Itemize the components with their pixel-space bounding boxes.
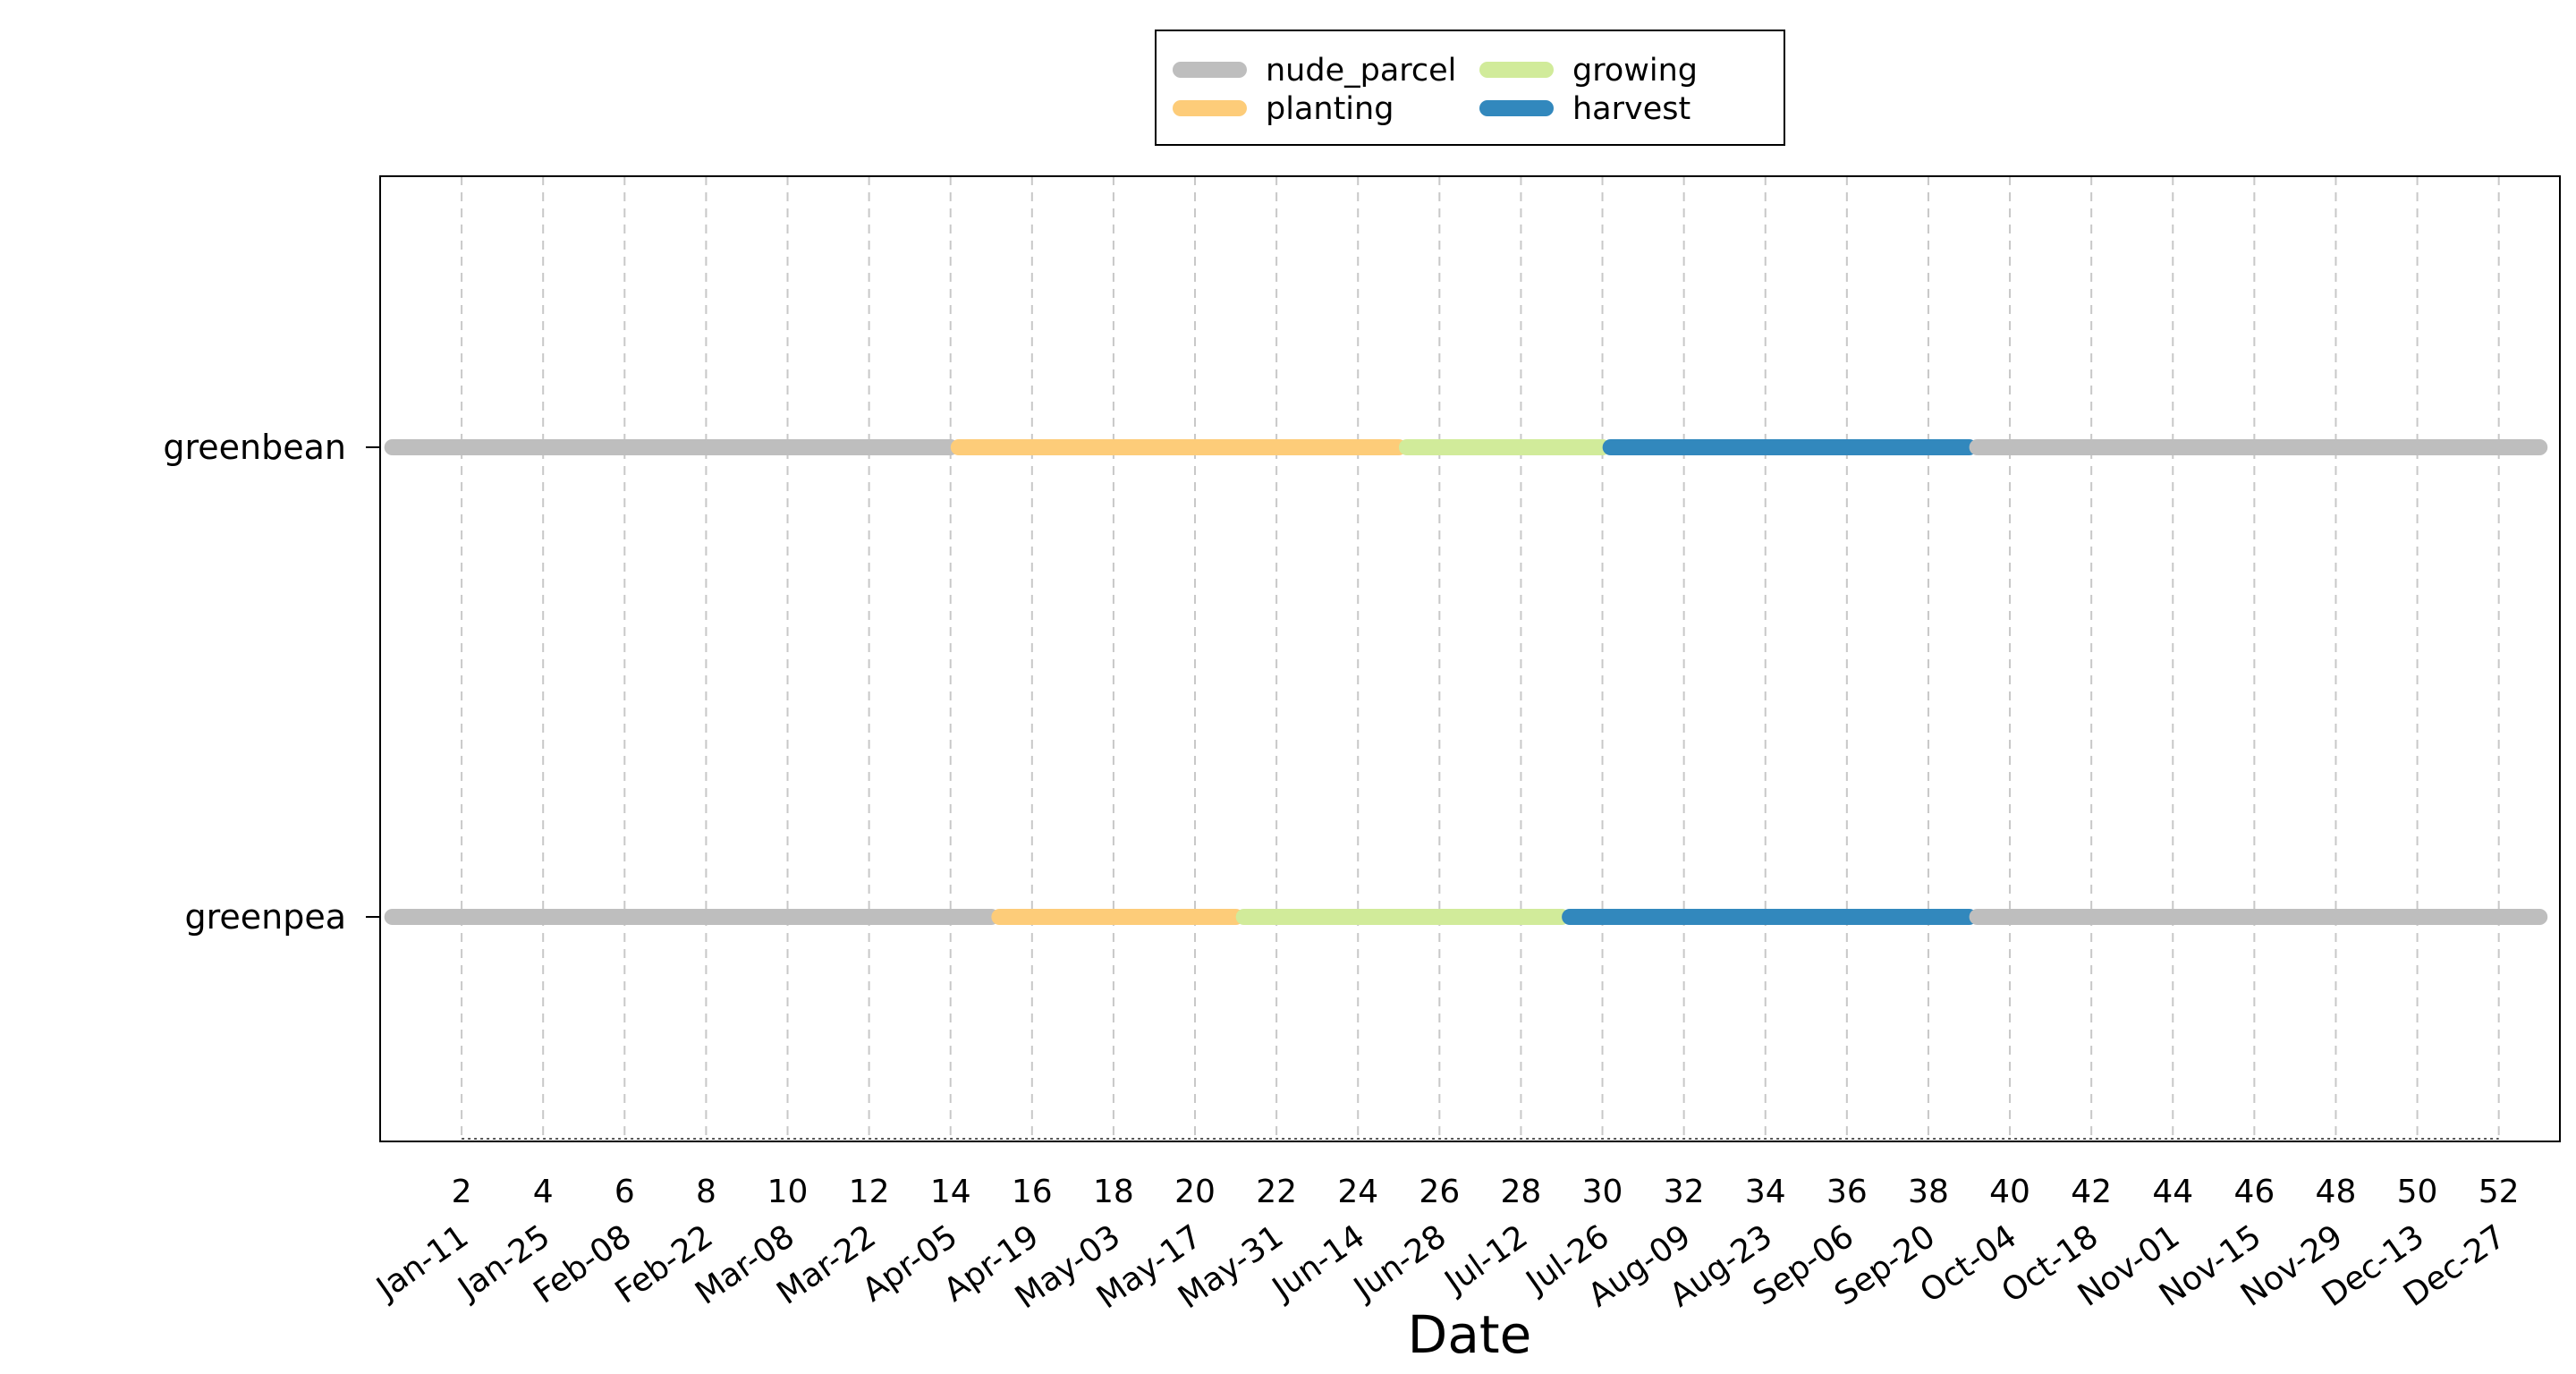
legend-label-planting: planting — [1266, 91, 1394, 127]
legend-label-growing: growing — [1572, 53, 1698, 89]
axes: 2Jan-114Jan-256Feb-088Feb-2210Mar-0812Ma… — [163, 428, 2519, 1316]
date-tick-label: Jul-12 — [1437, 1218, 1535, 1302]
x-tick-label: 4 — [533, 1174, 554, 1210]
x-tick-label: 20 — [1174, 1174, 1216, 1210]
x-tick-label: 42 — [2071, 1174, 2112, 1210]
date-tick-label: Jun-14 — [1265, 1218, 1371, 1309]
x-tick-label: 52 — [2479, 1174, 2520, 1210]
x-tick-label: 32 — [1664, 1174, 1705, 1210]
x-tick-label: 48 — [2316, 1174, 2357, 1210]
x-tick-label: 16 — [1012, 1174, 1053, 1210]
date-tick-label: Apr-05 — [856, 1218, 964, 1310]
x-tick-label: 28 — [1501, 1174, 1542, 1210]
x-tick-label: 38 — [1908, 1174, 1949, 1210]
x-axis-label: Date — [1408, 1304, 1532, 1365]
x-tick-label: 30 — [1582, 1174, 1623, 1210]
x-tick-label: 22 — [1256, 1174, 1297, 1210]
x-tick-label: 8 — [696, 1174, 716, 1210]
x-tick-label: 12 — [849, 1174, 890, 1210]
x-tick-label: 10 — [767, 1174, 809, 1210]
date-tick-label: Jun-28 — [1346, 1218, 1453, 1309]
legend-frame — [1155, 30, 1785, 146]
x-tick-label: 34 — [1745, 1174, 1786, 1210]
x-tick-label: 6 — [614, 1174, 635, 1210]
x-tick-label: 36 — [1826, 1174, 1868, 1210]
x-tick-label: 18 — [1093, 1174, 1134, 1210]
x-tick-label: 2 — [452, 1174, 472, 1210]
x-tick-label: 50 — [2397, 1174, 2438, 1210]
timeline-bars — [384, 439, 2548, 925]
x-tick-label: 24 — [1337, 1174, 1378, 1210]
grid-lines — [461, 176, 2500, 1141]
x-tick-label: 46 — [2233, 1174, 2275, 1210]
plot-frame — [379, 175, 2561, 1142]
y-tick-label: greenbean — [163, 428, 346, 467]
legend-label-harvest: harvest — [1572, 91, 1690, 127]
y-tick-label: greenpea — [184, 897, 346, 937]
x-tick-label: 44 — [2152, 1174, 2193, 1210]
x-tick-label: 26 — [1419, 1174, 1460, 1210]
date-tick-label: Jan-11 — [369, 1218, 475, 1308]
x-tick-label: 40 — [1989, 1174, 2030, 1210]
x-tick-label: 14 — [930, 1174, 971, 1210]
legend-label-nude_parcel: nude_parcel — [1266, 53, 1456, 89]
